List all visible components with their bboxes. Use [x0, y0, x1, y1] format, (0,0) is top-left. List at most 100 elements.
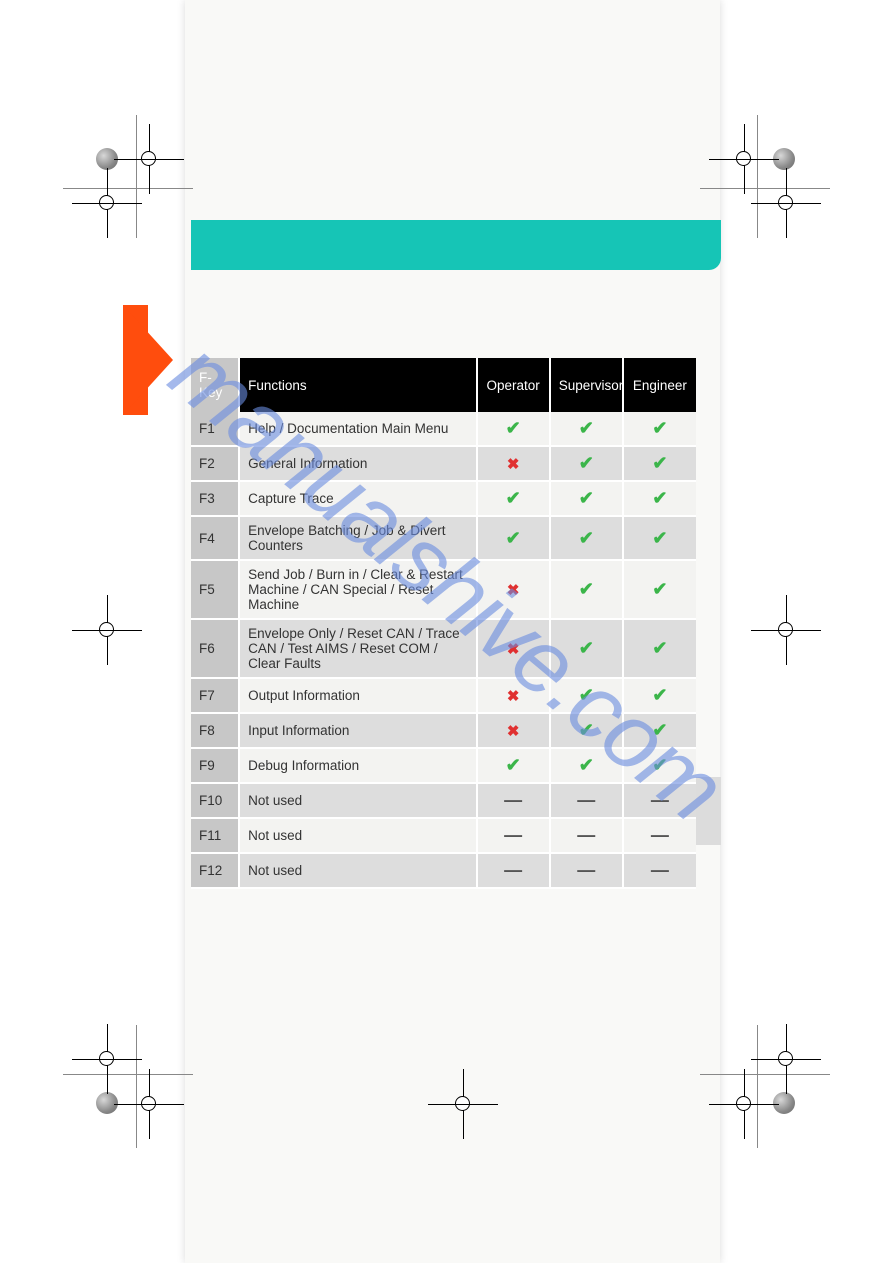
cell-function: Help / Documentation Main Menu: [239, 412, 476, 446]
crop-line: [700, 1074, 830, 1075]
dash-icon: —: [577, 825, 595, 845]
cell-permission: ✔: [623, 516, 696, 560]
cell-fkey: F5: [191, 560, 239, 619]
cell-permission: ✖: [477, 678, 550, 713]
cell-fkey: F7: [191, 678, 239, 713]
cell-fkey: F10: [191, 783, 239, 818]
check-icon: ✔: [652, 418, 667, 438]
cell-permission: ✔: [550, 481, 623, 516]
cell-fkey: F3: [191, 481, 239, 516]
cell-fkey: F6: [191, 619, 239, 678]
table-row: F12Not used———: [191, 853, 696, 888]
check-icon: ✔: [652, 488, 667, 508]
cell-permission: —: [623, 818, 696, 853]
check-icon: ✔: [652, 453, 667, 473]
cell-fkey: F11: [191, 818, 239, 853]
cell-function: Debug Information: [239, 748, 476, 783]
cell-permission: ✔: [550, 516, 623, 560]
cell-permission: ✔: [550, 560, 623, 619]
cell-permission: ✖: [477, 619, 550, 678]
cell-permission: ✔: [623, 748, 696, 783]
cell-permission: —: [477, 783, 550, 818]
cross-icon: ✖: [507, 456, 520, 473]
table-row: F3Capture Trace ✔ ✔ ✔: [191, 481, 696, 516]
table-row: F8Input Information ✖ ✔ ✔: [191, 713, 696, 748]
cell-permission: —: [477, 818, 550, 853]
check-icon: ✔: [652, 720, 667, 740]
cell-permission: —: [477, 853, 550, 888]
dash-icon: —: [504, 825, 522, 845]
check-icon: ✔: [579, 579, 594, 599]
chapter-tab: [123, 305, 173, 415]
crop-line: [700, 188, 830, 189]
cell-function: Output Information: [239, 678, 476, 713]
cross-icon: ✖: [507, 582, 520, 599]
cell-permission: ✔: [550, 748, 623, 783]
check-icon: ✔: [579, 528, 594, 548]
crop-line: [136, 115, 137, 238]
dash-icon: —: [651, 860, 669, 880]
crop-line: [757, 1025, 758, 1148]
cross-icon: ✖: [507, 688, 520, 705]
cell-function: Envelope Batching / Job & Divert Counter…: [239, 516, 476, 560]
cell-fkey: F2: [191, 446, 239, 481]
cell-permission: ✖: [477, 446, 550, 481]
crop-line: [757, 115, 758, 238]
cell-permission: ✔: [477, 412, 550, 446]
cell-function: Not used: [239, 818, 476, 853]
table-row: F11Not used — — —: [191, 818, 696, 853]
header-engineer: Engineer: [623, 358, 696, 412]
dash-icon: —: [504, 790, 522, 810]
cell-permission: ✖: [477, 560, 550, 619]
cell-function: Capture Trace: [239, 481, 476, 516]
cell-fkey: F1: [191, 412, 239, 446]
cell-fkey: F9: [191, 748, 239, 783]
cell-fkey: F12: [191, 853, 239, 888]
dash-icon: —: [577, 860, 595, 880]
cell-permission: —: [550, 783, 623, 818]
cell-permission: ✔: [623, 481, 696, 516]
crop-line: [63, 1074, 193, 1075]
cell-permission: ✔: [550, 619, 623, 678]
cell-function: Send Job / Burn in / Clear & Restart Mac…: [239, 560, 476, 619]
header-fkey: F-Key: [191, 358, 239, 412]
check-icon: ✔: [652, 579, 667, 599]
dash-icon: —: [651, 825, 669, 845]
check-icon: ✔: [506, 418, 521, 438]
check-icon: ✔: [579, 685, 594, 705]
check-icon: ✔: [579, 453, 594, 473]
header-supervisor: Supervisor: [550, 358, 623, 412]
section-header-bar: [191, 220, 721, 270]
table-row: F4Envelope Batching / Job & Divert Count…: [191, 516, 696, 560]
check-icon: ✔: [652, 755, 667, 775]
cell-function: Input Information: [239, 713, 476, 748]
dash-icon: —: [504, 860, 522, 880]
cell-fkey: F8: [191, 713, 239, 748]
cell-fkey: F4: [191, 516, 239, 560]
cell-permission: ✔: [623, 713, 696, 748]
cell-permission: —: [550, 818, 623, 853]
check-icon: ✔: [579, 720, 594, 740]
check-icon: ✔: [579, 488, 594, 508]
check-icon: ✔: [652, 528, 667, 548]
cell-function: Not used: [239, 783, 476, 818]
table-row: F5Send Job / Burn in / Clear & Restart M…: [191, 560, 696, 619]
check-icon: ✔: [506, 755, 521, 775]
cell-permission: ✔: [477, 516, 550, 560]
cell-permission: —: [550, 853, 623, 888]
cell-permission: ✔: [477, 481, 550, 516]
dash-icon: —: [577, 790, 595, 810]
cross-icon: ✖: [507, 723, 520, 740]
cell-permission: ✔: [477, 748, 550, 783]
crop-line: [136, 1025, 137, 1148]
fkey-permissions-table: F-Key Functions Operator Supervisor Engi…: [191, 358, 696, 889]
table-row: F6Envelope Only / Reset CAN / Trace CAN …: [191, 619, 696, 678]
check-icon: ✔: [579, 638, 594, 658]
check-icon: ✔: [652, 685, 667, 705]
cell-permission: ✔: [550, 446, 623, 481]
cell-function: Envelope Only / Reset CAN / Trace CAN / …: [239, 619, 476, 678]
check-icon: ✔: [506, 488, 521, 508]
check-icon: ✔: [579, 755, 594, 775]
cell-permission: ✔: [550, 713, 623, 748]
cell-permission: ✔: [623, 446, 696, 481]
